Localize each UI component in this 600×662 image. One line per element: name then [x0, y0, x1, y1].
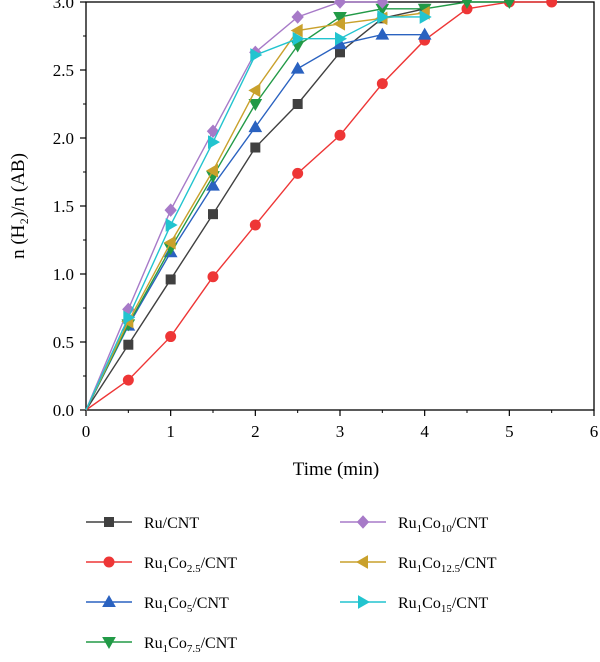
series-line	[85, 1, 383, 411]
legend-label: Ru/CNT	[144, 515, 199, 532]
data-point	[249, 219, 261, 231]
legend-item: Ru1Co15/CNT	[340, 595, 489, 615]
data-point	[207, 271, 219, 283]
data-point	[208, 209, 218, 220]
legend-marker	[356, 515, 370, 529]
data-point	[417, 27, 432, 40]
legend-item: Ru1Co10/CNT	[340, 515, 489, 535]
legend-item: Ru1Co12.5/CNT	[340, 555, 497, 575]
data-point	[208, 135, 221, 149]
legend-item: Ru/CNT	[86, 515, 199, 532]
series-line	[85, 1, 552, 411]
data-point	[419, 10, 432, 24]
y-tick-label: 2.5	[53, 61, 74, 80]
x-tick-label: 3	[336, 422, 345, 441]
legend-marker	[355, 555, 368, 569]
data-point	[122, 374, 134, 386]
data-point	[504, 0, 515, 10]
legend-item: Ru1Co2.5/CNT	[86, 555, 237, 575]
legend-label: Ru1Co5/CNT	[144, 595, 229, 615]
data-point	[376, 78, 388, 90]
x-axis-label: Time (min)	[293, 459, 379, 480]
data-point	[546, 0, 558, 8]
legend-item: Ru1Co7.5/CNT	[86, 635, 237, 655]
legend-marker	[102, 594, 116, 607]
series-0	[85, 3, 430, 411]
data-point	[165, 274, 176, 285]
data-point	[248, 120, 263, 133]
data-point	[292, 31, 305, 46]
legend: Ru/CNT Ru1Co10/CNT Ru1Co2.5/CNT Ru1Co12.5/C…	[86, 515, 497, 655]
legend-item: Ru1Co5/CNT	[86, 594, 229, 615]
legend-marker	[103, 556, 115, 568]
data-point	[334, 129, 346, 141]
data-point	[375, 27, 390, 40]
y-tick-label: 1.5	[53, 197, 74, 216]
series-line	[85, 8, 425, 411]
data-point	[377, 10, 390, 24]
plot-area: 0 1 2 3 4 5 6 0.0 0.5 1.0 1.5 2.0 2.5 3.0 Time (min) n …	[8, 0, 598, 480]
legend-marker	[102, 637, 116, 650]
x-tick-label: 4	[420, 422, 429, 441]
data-point	[333, 11, 347, 24]
series-1	[85, 0, 558, 411]
data-point	[123, 339, 134, 350]
legend-marker	[104, 517, 114, 527]
data-point	[163, 235, 176, 250]
data-point	[335, 47, 345, 58]
data-point	[290, 61, 305, 74]
data-point	[376, 0, 389, 9]
x-tick-label: 2	[251, 422, 260, 441]
legend-label: Ru1Co2.5/CNT	[144, 555, 237, 575]
data-point	[248, 99, 263, 112]
data-point	[206, 178, 220, 191]
y-tick-label: 2.0	[53, 129, 74, 148]
series-line	[85, 12, 425, 411]
legend-label: Ru1Co15/CNT	[398, 595, 489, 615]
y-tick-label: 1.0	[53, 265, 74, 284]
x-tick-label: 1	[166, 422, 175, 441]
data-point	[332, 16, 345, 31]
data-point	[248, 83, 261, 98]
data-point	[123, 310, 136, 325]
data-point	[335, 31, 348, 46]
data-point	[333, 0, 347, 9]
series-5	[85, 6, 430, 411]
y-axis-label: n (H₂)/n (AB)	[8, 153, 29, 259]
y-tick-label: 0.0	[53, 401, 74, 420]
legend-label: Ru1Co12.5/CNT	[398, 555, 497, 575]
series-6	[85, 10, 432, 411]
data-point	[292, 167, 304, 179]
data-point	[206, 124, 220, 138]
data-point	[165, 218, 178, 232]
series-line	[85, 16, 425, 411]
y-tick-label: 0.5	[53, 333, 74, 352]
series-3	[85, 0, 515, 411]
data-point	[461, 0, 473, 10]
data-point	[292, 99, 303, 109]
y-tick-label: 3.0	[53, 0, 74, 12]
data-point	[250, 48, 263, 62]
data-point	[291, 10, 304, 24]
legend-label: Ru1Co7.5/CNT	[144, 635, 237, 655]
data-point	[290, 23, 303, 38]
x-tick-label: 0	[82, 422, 91, 441]
data-point	[250, 142, 261, 153]
x-tick-label: 5	[505, 422, 514, 441]
data-point	[165, 331, 177, 343]
data-point	[164, 203, 177, 217]
x-tick-label: 6	[590, 422, 599, 441]
legend-label: Ru1Co10/CNT	[398, 515, 489, 535]
legend-marker	[358, 595, 371, 609]
plot-frame	[85, 1, 595, 411]
data-point	[205, 163, 218, 178]
